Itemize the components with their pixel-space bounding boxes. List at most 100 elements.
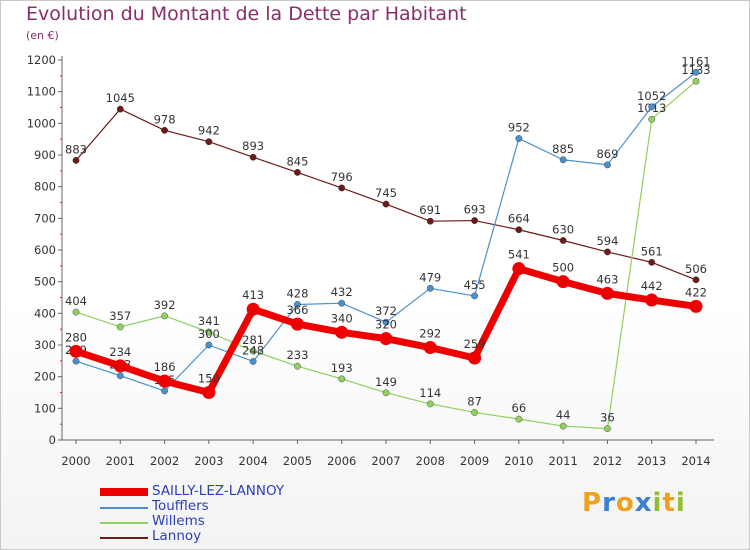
data-label: 36 [600, 411, 615, 425]
data-label: 150 [198, 372, 220, 386]
data-label: 893 [242, 139, 264, 153]
data-point [692, 77, 700, 85]
y-tick-label: 0 [49, 433, 56, 447]
data-point [72, 357, 80, 365]
data-label: 541 [508, 248, 530, 262]
data-point [471, 217, 478, 224]
logo-letter: r [602, 488, 616, 518]
data-label: 422 [685, 285, 707, 299]
x-tick-label: 2007 [371, 454, 400, 468]
data-label: 259 [464, 337, 486, 351]
data-point [249, 358, 257, 365]
x-tick-label: 2013 [637, 454, 666, 468]
data-point [294, 169, 301, 176]
data-label: 442 [641, 279, 663, 293]
y-tick-label: 500 [34, 275, 56, 289]
data-point [116, 105, 124, 113]
y-tick-label: 100 [34, 401, 56, 415]
y-tick-label: 600 [34, 243, 56, 257]
data-point [648, 258, 656, 266]
legend-swatch [100, 522, 148, 524]
data-label: 479 [419, 270, 441, 284]
data-label: 796 [331, 170, 353, 184]
data-label: 300 [198, 327, 220, 341]
data-point [426, 400, 434, 408]
data-label: 404 [65, 294, 87, 308]
data-label: 392 [154, 298, 176, 312]
data-label: 506 [685, 262, 707, 276]
legend-swatch [100, 537, 148, 539]
data-point [471, 292, 478, 300]
data-point [600, 286, 614, 300]
data-label: 693 [464, 203, 486, 217]
x-tick-label: 2003 [194, 454, 223, 468]
data-label: 280 [65, 330, 87, 344]
logo-letter: x [634, 488, 653, 518]
data-label: 114 [419, 386, 441, 400]
data-label: 630 [552, 223, 574, 237]
data-point [116, 323, 124, 331]
legend-swatch [100, 507, 148, 509]
data-point [382, 200, 390, 208]
data-point [161, 387, 168, 395]
legend-swatch [100, 488, 148, 496]
data-label: 193 [331, 361, 353, 375]
x-tick-label: 2000 [61, 454, 90, 468]
data-point [426, 284, 434, 292]
x-tick-label: 2005 [283, 454, 312, 468]
data-point [338, 299, 346, 307]
data-label: 292 [419, 327, 441, 341]
legend-label: Toufflers [152, 498, 209, 514]
data-label: 845 [286, 154, 308, 168]
data-point [382, 389, 390, 397]
data-label: 691 [419, 203, 441, 217]
data-point [515, 135, 523, 142]
data-point [161, 312, 168, 320]
logo-letter: t [662, 488, 676, 518]
data-label: 463 [596, 272, 618, 286]
data-label: 561 [641, 244, 663, 258]
data-point [379, 332, 393, 346]
data-label: 455 [464, 278, 486, 292]
data-point [205, 328, 213, 336]
data-label: 869 [596, 147, 618, 161]
data-point [246, 302, 260, 316]
data-point [645, 293, 659, 307]
y-tick-label: 700 [34, 211, 56, 225]
chart-title: Evolution du Montant de la Dette par Hab… [26, 3, 467, 25]
logo-letter: i [675, 488, 686, 518]
data-point [604, 161, 611, 169]
data-label: 432 [331, 285, 353, 299]
data-point [161, 126, 168, 134]
x-tick-label: 2006 [327, 454, 356, 468]
data-point [648, 103, 656, 111]
data-point [338, 184, 346, 192]
x-tick-label: 2008 [416, 454, 445, 468]
y-tick-label: 400 [34, 306, 56, 320]
data-label: 320 [375, 318, 397, 332]
data-label: 87 [467, 394, 482, 408]
data-label: 952 [508, 121, 530, 135]
y-tick-label: 200 [34, 370, 56, 384]
data-label: 413 [242, 288, 264, 302]
data-point [559, 422, 567, 430]
x-tick-label: 2001 [106, 454, 135, 468]
data-point [158, 374, 172, 388]
data-point [294, 301, 301, 308]
y-tick-label: 1100 [27, 85, 56, 99]
x-tick-label: 2014 [681, 454, 710, 468]
data-label: 149 [375, 375, 397, 389]
data-label: 372 [375, 304, 397, 318]
logo-letter: o [615, 488, 635, 518]
legend-label: SAILLY-LEZ-LANNOY [152, 483, 285, 499]
y-tick-label: 900 [34, 148, 56, 162]
data-point [335, 325, 349, 339]
y-tick-label: 1200 [27, 53, 56, 67]
data-point [692, 68, 700, 76]
data-point [468, 351, 482, 365]
x-tick-label: 2002 [150, 454, 179, 468]
data-point [604, 248, 611, 256]
data-label: 234 [109, 345, 131, 359]
y-tick-label: 1000 [27, 116, 56, 130]
x-tick-label: 2009 [460, 454, 489, 468]
